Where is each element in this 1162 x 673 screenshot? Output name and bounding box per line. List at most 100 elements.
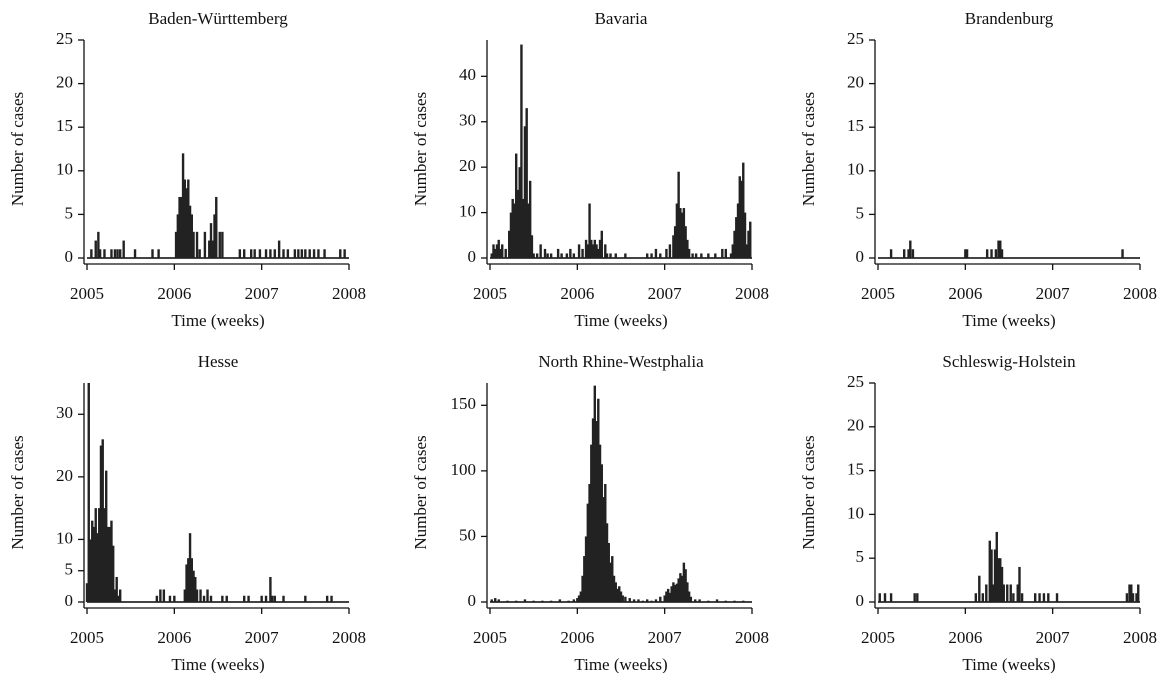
bar bbox=[576, 598, 579, 602]
bar bbox=[317, 249, 320, 258]
y-tick-label: 25 bbox=[56, 29, 73, 48]
bar bbox=[1006, 584, 1009, 602]
x-tick-label: 2008 bbox=[1123, 284, 1157, 303]
bar bbox=[118, 249, 122, 258]
bar bbox=[740, 180, 743, 258]
panel: Hesse Time (weeks) Number of cases 0 5 10 20 30… bbox=[8, 352, 366, 673]
bar bbox=[98, 249, 102, 258]
y-tick-label: 0 bbox=[468, 247, 477, 266]
bar bbox=[598, 444, 602, 602]
bar bbox=[1121, 249, 1124, 258]
x-tick-label: 2007 bbox=[648, 284, 683, 303]
bar bbox=[260, 595, 263, 602]
bar bbox=[87, 383, 90, 602]
x-tick-label: 2007 bbox=[245, 628, 280, 647]
y-tick-label: 5 bbox=[856, 203, 865, 222]
bar bbox=[567, 600, 570, 602]
bar bbox=[174, 231, 178, 258]
bar bbox=[558, 599, 562, 602]
bar bbox=[747, 230, 750, 258]
bar bbox=[523, 126, 527, 259]
bar bbox=[192, 570, 195, 602]
y-tick-label: 20 bbox=[847, 416, 864, 435]
bar bbox=[584, 239, 588, 258]
bar bbox=[181, 153, 185, 258]
bar bbox=[577, 244, 581, 258]
y-tick-label: 25 bbox=[847, 29, 864, 48]
bar bbox=[981, 593, 984, 602]
bar bbox=[999, 558, 1002, 602]
bar bbox=[499, 248, 502, 258]
bar bbox=[1000, 566, 1004, 602]
bar bbox=[670, 586, 673, 602]
x-tick-label: 2008 bbox=[735, 628, 769, 647]
bar bbox=[495, 244, 499, 258]
bar bbox=[1038, 593, 1041, 602]
bar bbox=[530, 235, 534, 258]
bar bbox=[694, 599, 697, 602]
bar bbox=[583, 556, 586, 602]
x-tick-label: 2006 bbox=[948, 284, 982, 303]
bar bbox=[323, 249, 326, 258]
bar bbox=[682, 208, 686, 258]
bar bbox=[549, 253, 553, 258]
bar bbox=[907, 249, 910, 258]
bar bbox=[506, 600, 509, 602]
bar bbox=[521, 198, 525, 258]
bar bbox=[579, 591, 583, 602]
bar bbox=[151, 249, 154, 258]
bar bbox=[190, 214, 193, 258]
bar bbox=[92, 526, 96, 602]
bar bbox=[94, 240, 97, 258]
y-tick-label: 20 bbox=[847, 73, 864, 92]
bar bbox=[188, 533, 192, 602]
bar bbox=[624, 253, 627, 258]
bar bbox=[985, 584, 988, 602]
bar bbox=[343, 249, 346, 258]
bar bbox=[187, 558, 190, 602]
bar bbox=[673, 584, 677, 602]
bar bbox=[595, 244, 598, 258]
bar bbox=[199, 589, 202, 602]
bar bbox=[527, 203, 530, 258]
x-tick-label: 2007 bbox=[245, 284, 280, 303]
bar bbox=[203, 231, 207, 258]
bar bbox=[99, 445, 103, 602]
y-tick-label: 100 bbox=[451, 460, 477, 479]
y-tick-label: 5 bbox=[65, 560, 74, 579]
bar bbox=[700, 253, 703, 258]
bar bbox=[133, 249, 137, 258]
bar bbox=[913, 593, 916, 602]
bar bbox=[985, 249, 989, 258]
bar bbox=[650, 600, 653, 602]
bar bbox=[549, 600, 553, 602]
bar bbox=[675, 583, 679, 602]
bar bbox=[889, 593, 893, 602]
bar bbox=[1034, 593, 1037, 602]
bar bbox=[883, 593, 887, 602]
bar bbox=[632, 599, 636, 602]
panel-title: Brandenburg bbox=[965, 9, 1054, 28]
bar bbox=[85, 583, 89, 602]
bar bbox=[253, 249, 256, 258]
bar bbox=[180, 196, 183, 258]
bar bbox=[1020, 593, 1024, 602]
bar bbox=[1042, 593, 1046, 602]
bar bbox=[117, 595, 120, 602]
y-tick-label: 15 bbox=[847, 116, 864, 135]
bar bbox=[586, 503, 590, 602]
bar bbox=[1135, 593, 1138, 602]
bar bbox=[115, 576, 118, 602]
bar bbox=[604, 483, 607, 602]
bar bbox=[600, 230, 603, 258]
bar bbox=[609, 562, 612, 602]
bar bbox=[176, 214, 180, 258]
bar bbox=[964, 249, 967, 258]
bar bbox=[225, 595, 228, 602]
bar bbox=[195, 231, 199, 258]
bar bbox=[518, 167, 521, 258]
bar bbox=[586, 244, 590, 258]
x-tick-label: 2006 bbox=[948, 628, 982, 647]
bar bbox=[666, 588, 670, 602]
bar bbox=[206, 589, 209, 602]
